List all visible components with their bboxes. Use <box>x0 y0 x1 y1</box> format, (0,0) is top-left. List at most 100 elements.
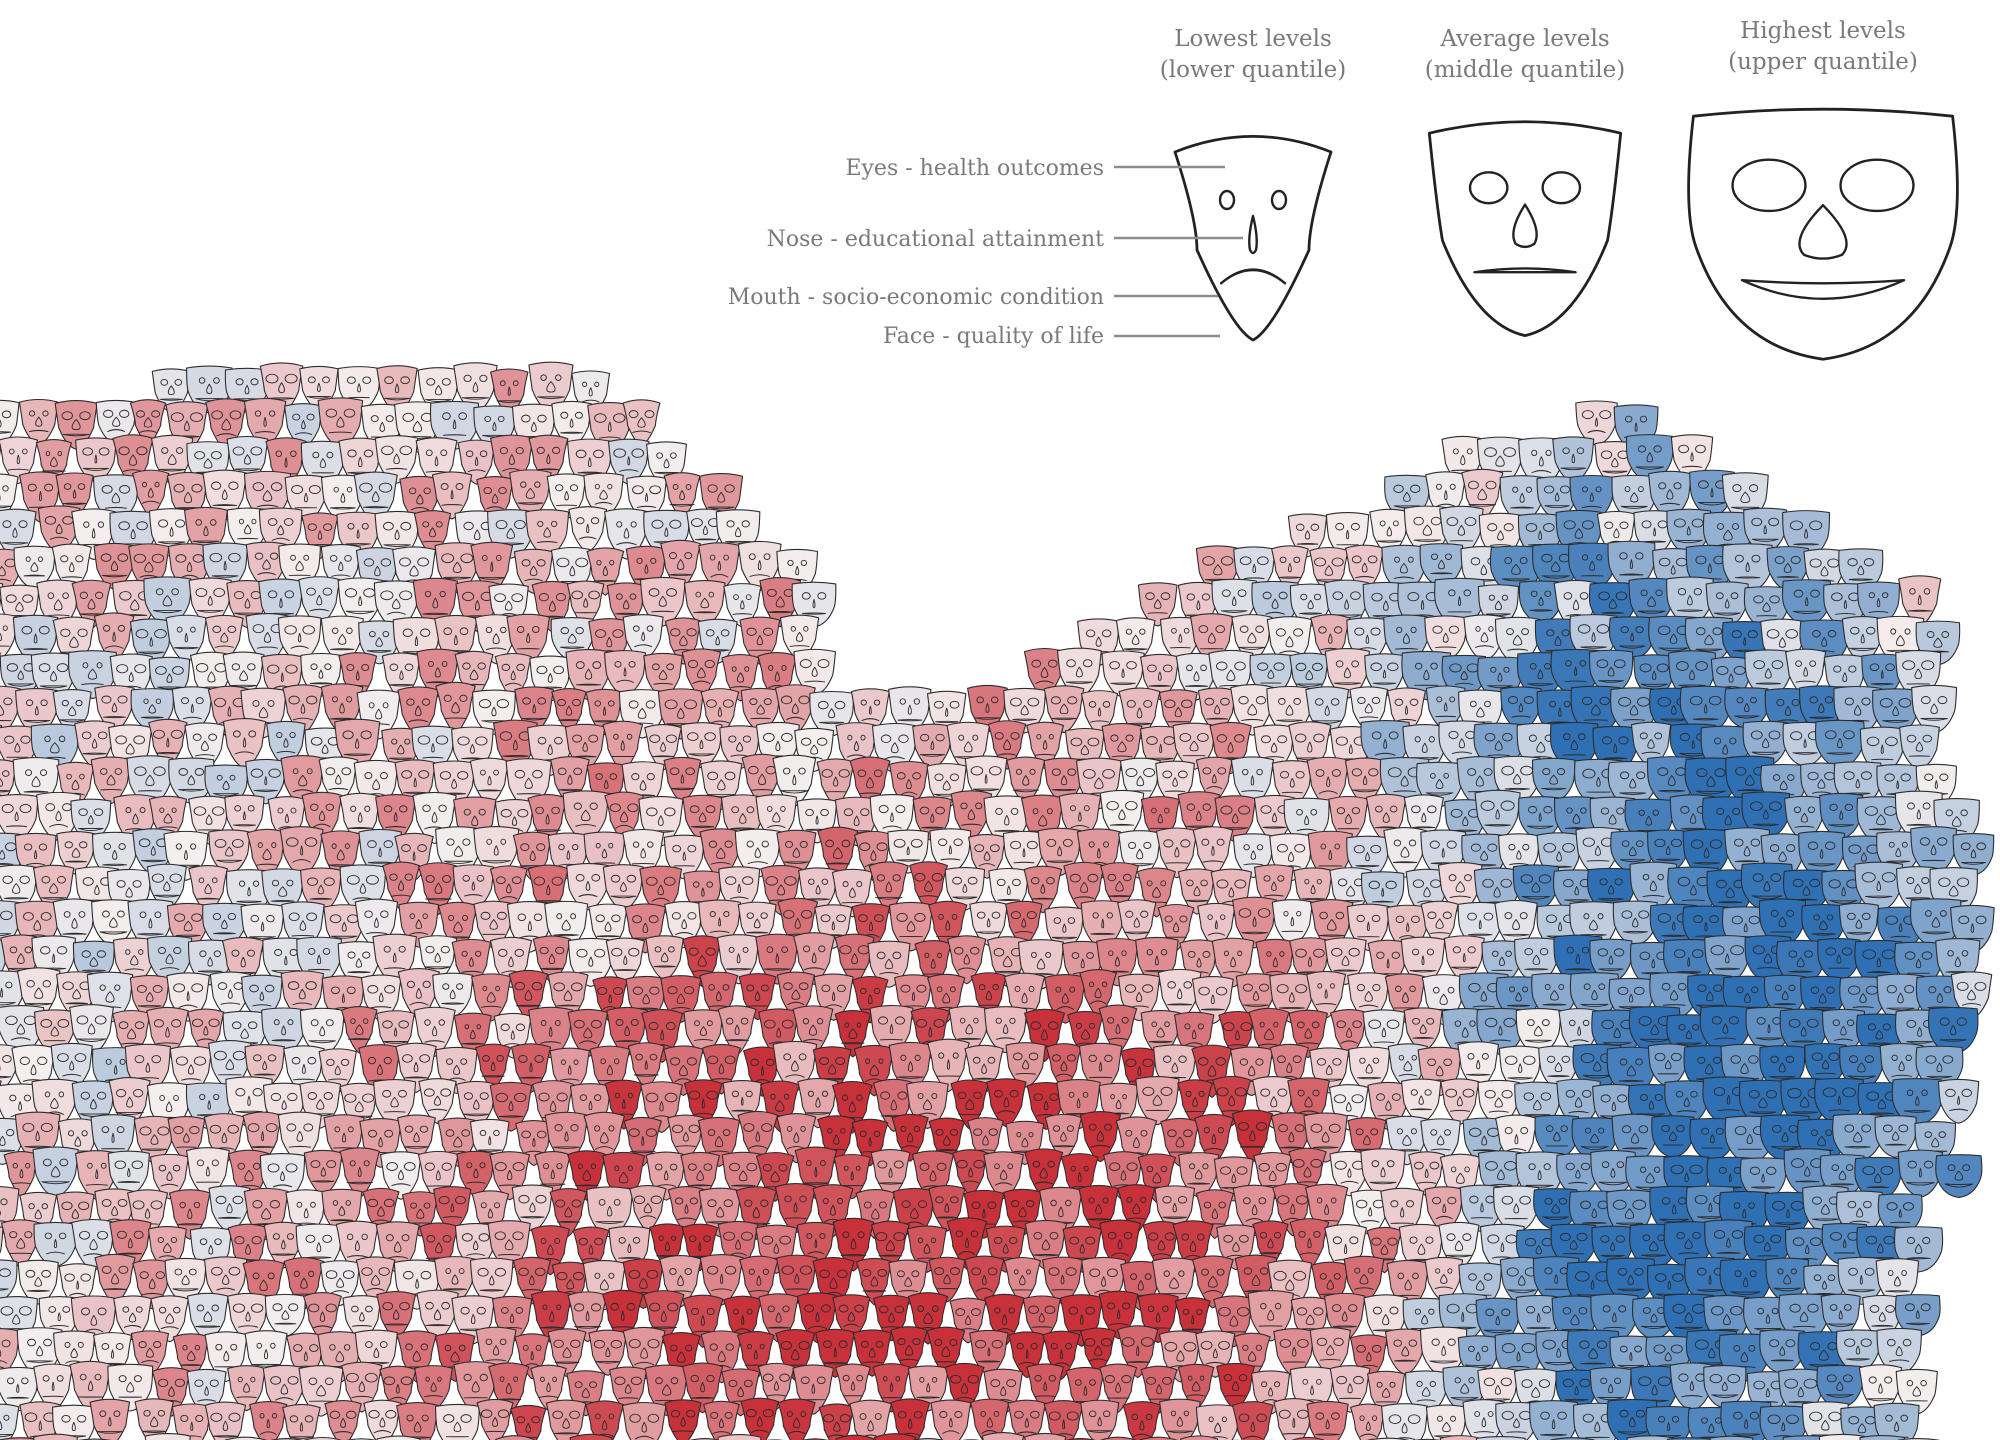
mouth <box>1371 900 1394 903</box>
mouth <box>651 610 675 613</box>
face-mark <box>602 864 645 911</box>
face-outline <box>622 399 661 447</box>
mouth <box>1147 612 1168 614</box>
mouth <box>560 431 584 434</box>
mouth <box>216 433 237 437</box>
mouth <box>694 538 717 541</box>
mouth <box>62 932 87 935</box>
left-eye <box>370 415 379 423</box>
left-eye <box>307 376 316 384</box>
mouth <box>461 397 490 400</box>
nose <box>607 421 612 432</box>
face-mark <box>1474 789 1521 841</box>
left-eye <box>442 412 451 420</box>
right-eye <box>479 374 488 383</box>
mouth <box>1013 861 1035 864</box>
mouth <box>598 436 621 439</box>
left-eye <box>292 413 301 421</box>
nose <box>0 419 2 428</box>
face-mark <box>622 399 661 447</box>
face-mark <box>1531 757 1576 803</box>
faces-layer <box>0 361 1995 1440</box>
mouth <box>536 396 565 400</box>
nose <box>317 382 321 392</box>
face-outline <box>604 650 647 696</box>
right-eye <box>512 380 519 387</box>
mouth <box>1871 758 1894 761</box>
left-eye <box>521 414 531 423</box>
right-eye <box>22 448 28 455</box>
mouth <box>1296 542 1319 545</box>
left-eye <box>45 450 51 457</box>
right-eye <box>284 373 298 384</box>
mouth <box>196 897 220 900</box>
right-eye <box>250 378 259 386</box>
mouth <box>1430 572 1453 575</box>
right-eye <box>322 376 330 384</box>
nose <box>637 417 646 428</box>
nose <box>336 416 345 428</box>
left-eye <box>28 410 36 417</box>
face-outline <box>1814 719 1865 769</box>
face-mark <box>1575 400 1618 446</box>
mouth <box>0 863 14 865</box>
mouth <box>384 397 411 401</box>
mouth <box>1867 971 1891 973</box>
mouth <box>1109 823 1135 826</box>
face-mark <box>435 681 476 735</box>
left-eye <box>384 376 394 385</box>
left-eye <box>61 411 73 421</box>
left-eye <box>484 415 492 423</box>
nose <box>71 419 81 431</box>
right-eye <box>537 414 547 423</box>
right-eye <box>79 411 91 421</box>
nose <box>35 416 43 427</box>
mouth <box>422 540 443 543</box>
nose <box>546 381 556 393</box>
face-mark <box>284 403 323 448</box>
face-outline <box>1474 789 1521 841</box>
mouth <box>159 398 183 401</box>
face-mark <box>1899 724 1940 770</box>
right-eye <box>306 413 315 421</box>
nose <box>531 421 537 432</box>
mouth <box>62 433 90 437</box>
right-eye <box>229 410 242 420</box>
nose <box>492 421 497 431</box>
face-mark <box>551 400 592 447</box>
right-eye <box>343 408 356 418</box>
left-eye <box>1581 410 1594 420</box>
face-mark <box>243 397 287 448</box>
face-outline <box>602 864 645 911</box>
nose <box>507 386 511 396</box>
mouth <box>107 429 126 432</box>
face-outline <box>912 723 953 769</box>
left-eye <box>540 374 547 381</box>
right-eye <box>151 410 161 418</box>
mouth <box>425 399 452 402</box>
right-eye <box>555 374 562 381</box>
nose <box>221 418 232 431</box>
right-eye <box>57 450 63 457</box>
mouth <box>652 755 674 758</box>
face-outline <box>1817 938 1861 982</box>
face-mark <box>376 365 418 414</box>
nose <box>278 382 285 394</box>
face-mark <box>18 398 59 446</box>
mouth <box>556 1004 580 1007</box>
right-eye <box>400 376 410 385</box>
face-mark <box>568 506 608 553</box>
left-eye <box>198 377 206 384</box>
mouth <box>442 434 467 436</box>
nose <box>167 385 175 396</box>
nose <box>357 383 361 393</box>
nose <box>452 419 457 430</box>
nose <box>206 383 213 394</box>
right-eye <box>189 412 203 423</box>
left-eye <box>160 378 169 386</box>
right-eye <box>1599 410 1612 420</box>
left-eye <box>9 448 15 455</box>
left-eye <box>82 447 93 456</box>
left-eye <box>136 410 145 418</box>
